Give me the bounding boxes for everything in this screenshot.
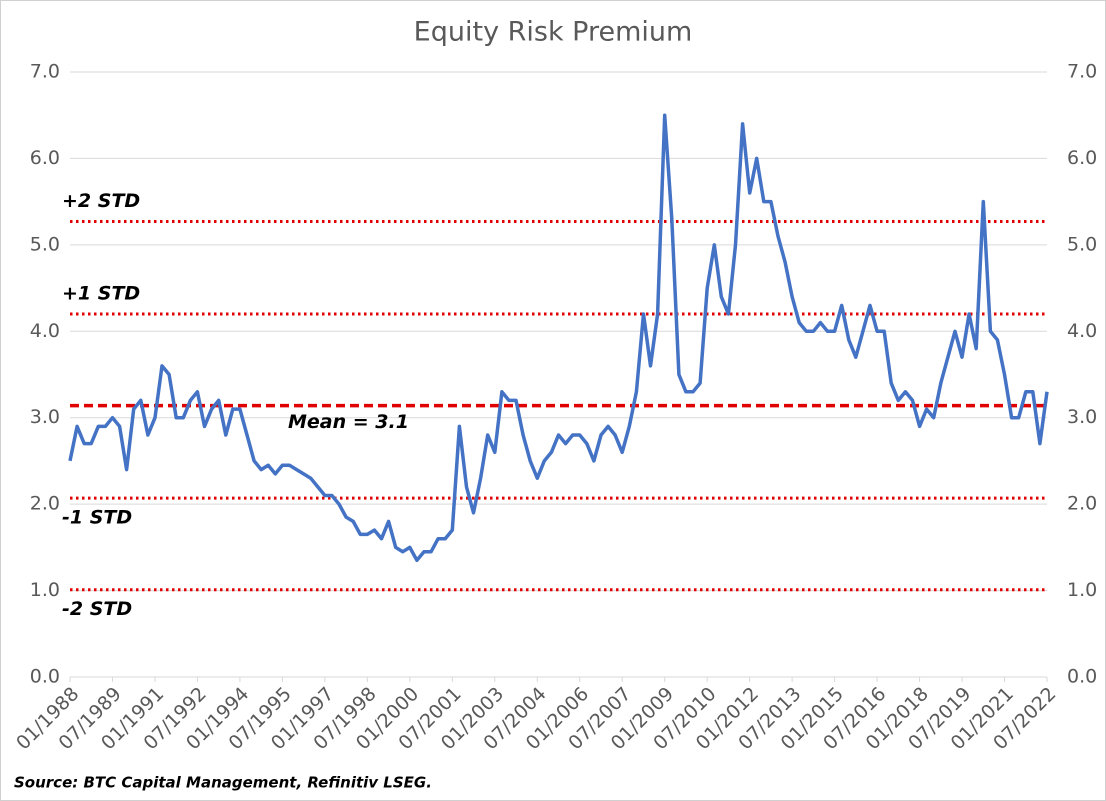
reference-label: +2 STD xyxy=(62,190,140,212)
y-tick-label: 4.0 xyxy=(30,320,60,342)
y-tick-label: 3.0 xyxy=(30,406,60,428)
y-tick-label: 6.0 xyxy=(30,147,60,169)
y2-tick-label: 0.0 xyxy=(1067,666,1097,688)
y-tick-label: 2.0 xyxy=(30,493,60,515)
y2-tick-label: 2.0 xyxy=(1067,493,1097,515)
y2-tick-label: 5.0 xyxy=(1067,233,1097,255)
y-tick-label: 7.0 xyxy=(30,61,60,83)
y-tick-label: 0.0 xyxy=(30,666,60,688)
source-note: Source: BTC Capital Management, Refiniti… xyxy=(14,774,432,792)
reference-label: -1 STD xyxy=(62,507,132,529)
y2-tick-label: 4.0 xyxy=(1067,320,1097,342)
y2-tick-label: 1.0 xyxy=(1067,579,1097,601)
chart-title: Equity Risk Premium xyxy=(414,17,693,48)
y2-tick-label: 7.0 xyxy=(1067,61,1097,83)
y2-tick-label: 6.0 xyxy=(1067,147,1097,169)
reference-label: -2 STD xyxy=(62,598,132,620)
data-line xyxy=(68,113,1049,563)
reference-label: +1 STD xyxy=(62,283,140,305)
y-tick-label: 1.0 xyxy=(30,579,60,601)
y-tick-label: 5.0 xyxy=(30,233,60,255)
y2-tick-label: 3.0 xyxy=(1067,406,1097,428)
reference-label: Mean = 3.1 xyxy=(288,411,409,433)
